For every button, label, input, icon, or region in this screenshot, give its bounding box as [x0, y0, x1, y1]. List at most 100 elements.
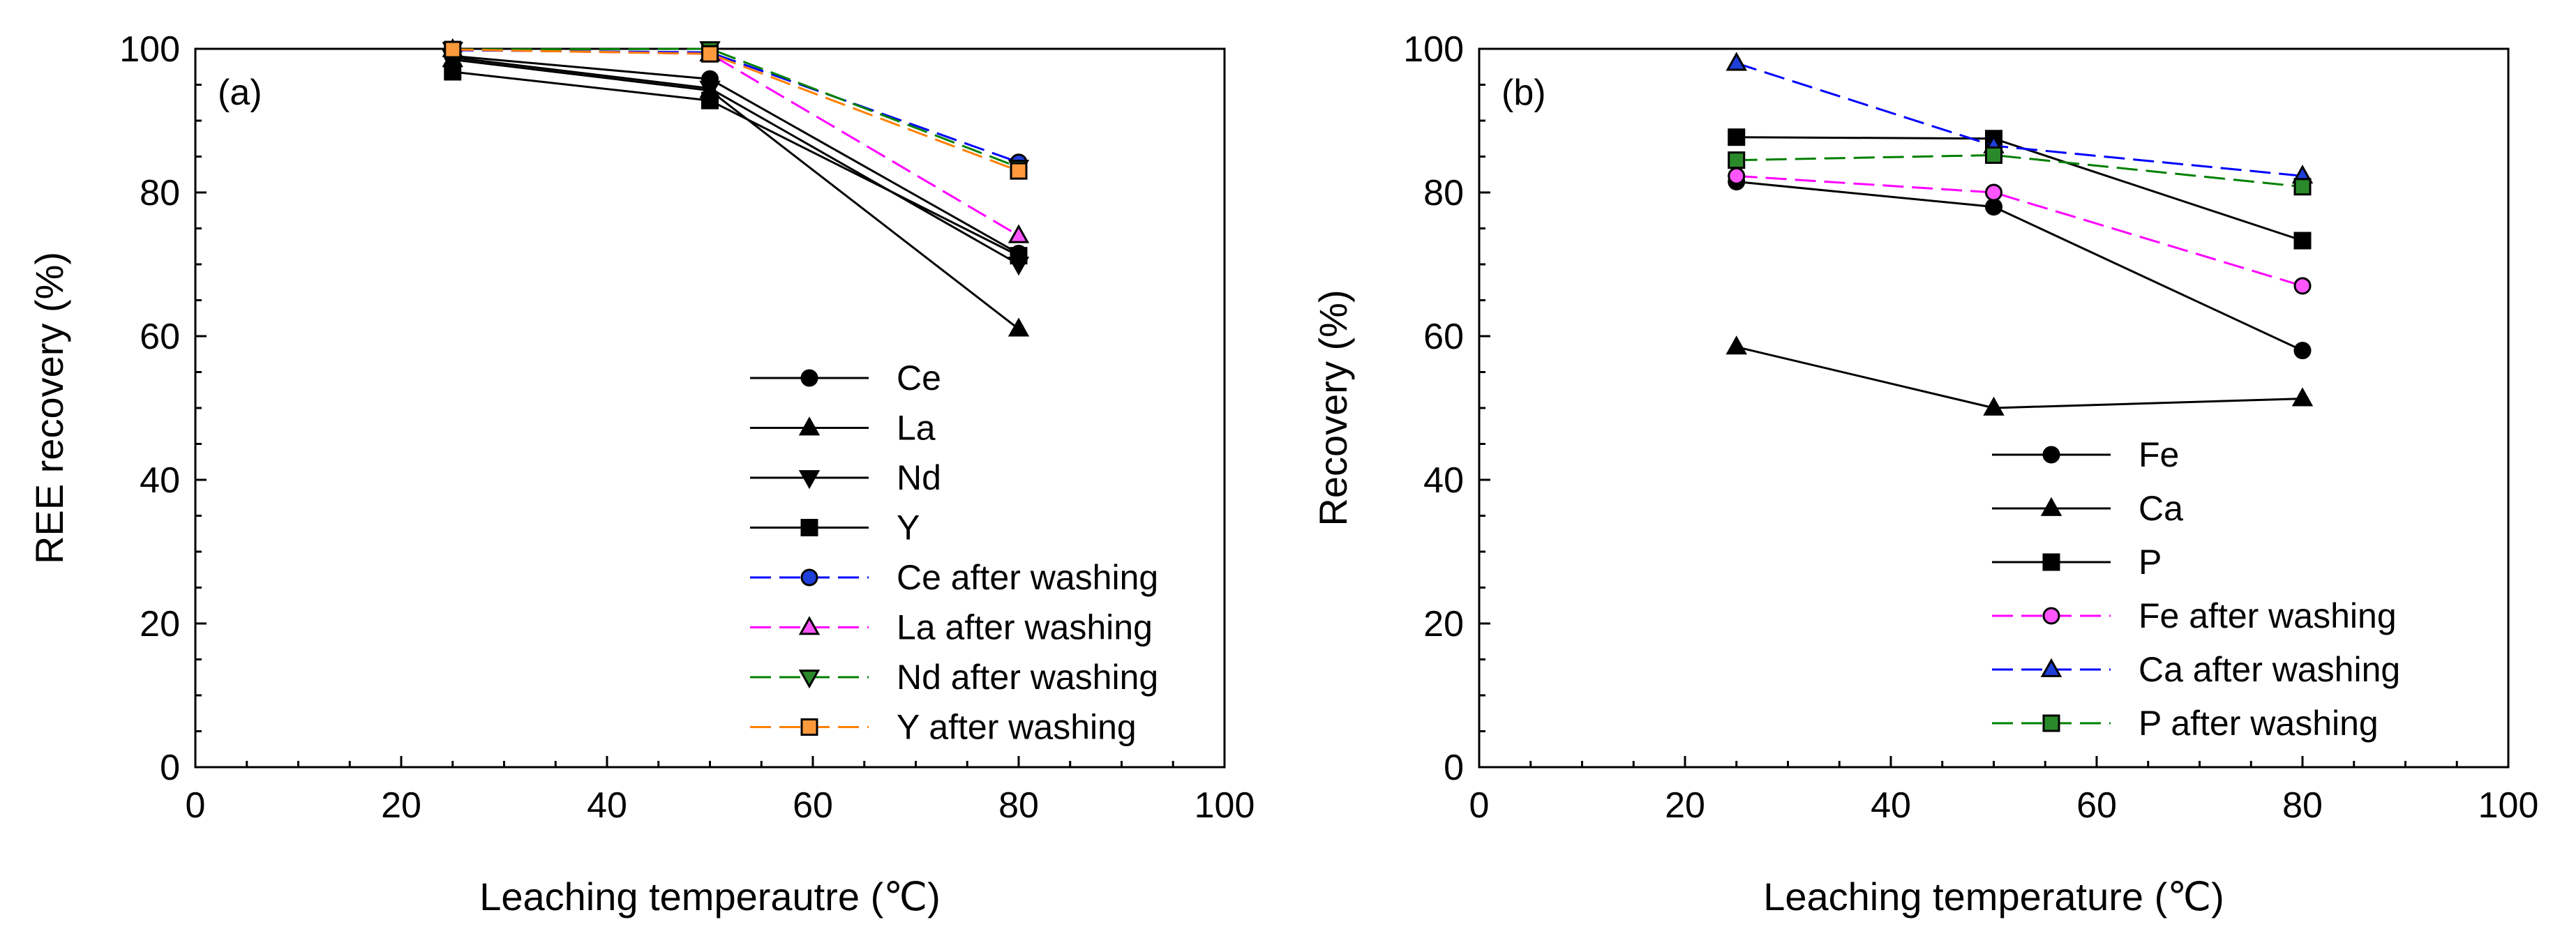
data-point	[701, 91, 719, 109]
legend-label: Fe after washing	[2139, 596, 2397, 635]
series-line	[1736, 136, 2303, 242]
data-point	[1985, 198, 2002, 216]
chart-panel-a: 0 20 40 60 80 100 0 20 40 60 80 100 Leaching tempera…	[27, 29, 1255, 918]
series-line	[1736, 62, 2303, 177]
y-tick-label: 0	[160, 748, 180, 788]
series-line	[452, 48, 1019, 237]
legend-label: Nd after washing	[897, 658, 1158, 697]
x-tick-label: 20	[1665, 785, 1705, 826]
series-line	[452, 49, 1019, 164]
y-axis-label: REE recovery (%)	[27, 252, 71, 564]
legend-marker	[798, 670, 821, 689]
legend-marker	[798, 470, 821, 490]
series-fe	[1728, 173, 2312, 360]
series-line	[452, 58, 1019, 330]
data-point	[1728, 167, 1746, 185]
data-point	[1983, 396, 2005, 416]
legend-marker	[2040, 497, 2062, 516]
x-tick-label: 0	[1469, 785, 1490, 826]
x-tick-label: 100	[2478, 785, 2539, 826]
x-tick-label: 100	[1195, 785, 1255, 826]
series-line	[452, 47, 1019, 169]
series-fe-after-washing	[1728, 167, 2312, 295]
data-point	[444, 63, 462, 81]
legend-label: P after washing	[2139, 704, 2379, 743]
legend-marker	[2042, 607, 2060, 625]
legend: Ce La Nd Y Ce after washing La after washing N…	[750, 358, 1158, 747]
panel-label: (a)	[218, 73, 262, 113]
y-tick-label: 40	[140, 460, 180, 501]
panel-label: (b)	[1502, 73, 1546, 113]
y-tick-label: 100	[119, 29, 180, 70]
legend-label: La	[897, 409, 936, 448]
series-p-after-washing	[1728, 146, 2312, 196]
y-tick-label: 80	[1423, 173, 1464, 213]
legend-marker	[2042, 714, 2060, 732]
data-point	[1010, 247, 1028, 265]
series-ca	[1725, 335, 2314, 416]
y-tick-label: 80	[140, 173, 180, 213]
y-axis-label: Recovery (%)	[1311, 289, 1355, 526]
legend-marker	[2040, 658, 2062, 677]
x-tick-label: 0	[186, 785, 206, 826]
x-tick-label: 40	[1871, 785, 1911, 826]
x-tick-label: 60	[2076, 785, 2117, 826]
x-tick-label: 40	[587, 785, 627, 826]
series-ce-after-washing	[444, 41, 1028, 172]
legend-marker	[800, 519, 818, 536]
data-point	[1728, 151, 1746, 169]
legend-label: P	[2139, 543, 2162, 582]
legend-label: Ca after washing	[2139, 650, 2400, 689]
x-tick-label: 20	[381, 785, 421, 826]
series-nd	[442, 50, 1030, 276]
series-line	[452, 54, 1019, 255]
data-point	[1725, 335, 1747, 355]
legend-label: Fe	[2139, 435, 2179, 474]
legend-label: Y after washing	[897, 708, 1137, 747]
x-tick-label: 80	[2282, 785, 2323, 826]
y-tick-label: 60	[1423, 317, 1464, 357]
series-line	[1736, 345, 2303, 409]
x-tick-label: 80	[998, 785, 1039, 826]
series-line	[452, 56, 1019, 266]
series-line	[1736, 174, 2303, 287]
series-y-after-washing	[444, 40, 1028, 180]
series-line	[452, 70, 1019, 257]
data-point	[1985, 183, 2002, 202]
legend-label: La after washing	[897, 608, 1153, 647]
data-point	[2291, 387, 2314, 407]
legend: Fe Ca P Fe after washing Ca after washing P a…	[1992, 435, 2400, 743]
y-tick-label: 20	[1423, 604, 1464, 644]
data-point	[444, 40, 462, 59]
legend-marker	[800, 369, 818, 387]
legend-marker	[2042, 446, 2060, 464]
series-line	[1736, 153, 2303, 188]
series-line	[1736, 181, 2303, 351]
legend-marker	[800, 568, 818, 587]
series-line	[452, 48, 1019, 172]
legend-label: Ce	[897, 358, 941, 398]
data-point	[2293, 232, 2312, 250]
data-point	[701, 45, 719, 63]
y-tick-label: 100	[1403, 29, 1464, 70]
legend-label: Nd	[897, 458, 941, 497]
data-point	[1008, 317, 1030, 337]
legend-marker	[800, 718, 818, 736]
y-tick-label: 40	[1423, 460, 1464, 501]
legend-marker	[798, 416, 821, 436]
chart-panel-b: 0 20 40 60 80 100 0 20 40 60 80 100 Leaching tempera…	[1311, 29, 2538, 918]
series-ca-after-washing	[1725, 52, 2314, 184]
legend-label: Ca	[2139, 489, 2183, 528]
x-tick-label: 60	[793, 785, 833, 826]
data-point	[2293, 342, 2312, 360]
data-point	[2293, 178, 2312, 196]
data-point	[1985, 146, 2002, 164]
data-point	[1728, 128, 1746, 146]
legend-marker	[798, 616, 821, 635]
legend-label: Y	[897, 508, 920, 547]
data-point	[2293, 277, 2312, 295]
y-tick-label: 20	[140, 604, 180, 644]
data-point	[1008, 224, 1030, 243]
legend-label: Ce after washing	[897, 558, 1158, 597]
